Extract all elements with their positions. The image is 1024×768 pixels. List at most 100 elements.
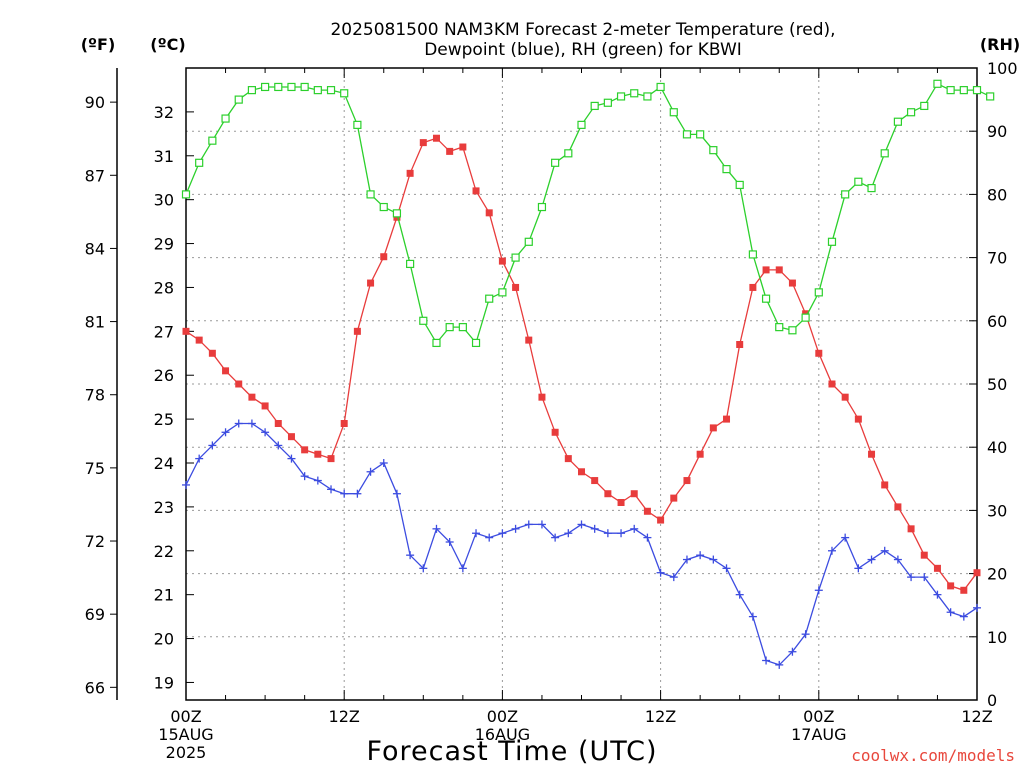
x-tick-label: 17AUG	[791, 725, 846, 744]
temperature-point	[630, 490, 638, 498]
celsius-tick-label: 22	[154, 542, 174, 561]
rh-point	[326, 86, 336, 95]
rh-point	[669, 108, 678, 117]
dewpoint-point	[775, 660, 784, 669]
celsius-tick-label: 21	[154, 586, 174, 605]
temperature-point	[446, 147, 454, 155]
rh-point	[247, 86, 257, 95]
dewpoint-point	[182, 480, 190, 489]
dewpoint-point	[406, 551, 415, 560]
rh-point	[445, 323, 454, 332]
rh-point	[933, 79, 942, 88]
rh-tick-label: 50	[987, 375, 1007, 394]
temperature-point	[406, 169, 414, 177]
celsius-tick-label: 23	[154, 498, 174, 517]
celsius-tick-label: 26	[154, 366, 174, 385]
x-tick-label: 2025	[166, 743, 207, 762]
dewpoint-point	[366, 467, 375, 476]
series-layer	[181, 79, 995, 669]
rh-point	[537, 202, 547, 212]
celsius-tick-label: 25	[154, 410, 174, 429]
dewpoint-point	[801, 630, 810, 639]
rh-point	[735, 180, 744, 190]
temperature-point	[920, 551, 928, 559]
rh-point	[946, 86, 955, 95]
temperature-point	[749, 283, 757, 291]
rh-point	[959, 86, 968, 95]
x-tick-label: 12Z	[329, 707, 360, 726]
fahrenheit-tick-label: 78	[85, 386, 105, 405]
temperature-point	[762, 266, 770, 274]
dewpoint-point	[313, 476, 322, 485]
x-tick-label: 00Z	[170, 707, 201, 726]
dewpoint-point	[854, 564, 863, 573]
dewpoint-point	[327, 485, 336, 494]
fahrenheit-tick-label: 69	[85, 605, 105, 624]
rh-point	[287, 82, 296, 92]
celsius-tick-label: 30	[154, 191, 174, 210]
x-tick-label: 12Z	[645, 707, 676, 726]
rh-point	[485, 294, 494, 303]
rh-point	[709, 146, 718, 155]
temperature-point	[287, 433, 295, 441]
rh-tick-label: 30	[987, 501, 1007, 520]
dewpoint-point	[300, 472, 309, 481]
rh-point	[340, 89, 349, 98]
temperature-point	[498, 257, 506, 265]
dewpoint-point	[564, 529, 573, 538]
dewpoint-point	[221, 428, 230, 437]
temperature-point	[340, 420, 348, 427]
temperature-point	[775, 266, 783, 274]
dewpoint-point	[907, 573, 916, 582]
rh-point	[392, 209, 402, 218]
dewpoint-point	[762, 656, 771, 665]
temperature-point	[195, 336, 203, 344]
rh-point	[511, 253, 520, 262]
dewpoint-point	[419, 564, 428, 573]
temperature-point	[723, 415, 731, 423]
rh-point	[551, 158, 560, 167]
rh-unit-label: (RH)	[980, 35, 1020, 54]
fahrenheit-unit-label: (ºF)	[81, 35, 116, 54]
temperature-point	[353, 327, 361, 335]
dewpoint-point	[234, 419, 243, 428]
dewpoint-point	[392, 489, 401, 498]
rh-point	[458, 323, 467, 332]
celsius-tick-label: 20	[154, 630, 174, 649]
dewpoint-point	[524, 520, 533, 529]
rh-point	[616, 92, 626, 101]
temperature-point	[380, 253, 388, 261]
temperature-point	[485, 209, 493, 217]
dewpoint-point	[261, 428, 270, 437]
fahrenheit-tick-label: 81	[85, 313, 105, 332]
dewpoint-point	[379, 459, 388, 467]
temperature-point	[564, 455, 572, 463]
temperature-point	[248, 393, 256, 401]
dewpoint-point	[208, 441, 217, 450]
dewpoint-point	[748, 612, 757, 621]
temperature-point	[459, 143, 467, 151]
rh-point	[827, 237, 837, 246]
temperature-point	[182, 327, 190, 335]
dewpoint-point	[643, 533, 652, 542]
rh-tick-label: 20	[987, 565, 1007, 584]
series-line-rh	[185, 82, 991, 345]
dewpoint-point	[933, 590, 942, 599]
chart-title-line-2: Dewpoint (blue), RH (green) for KBWI	[424, 40, 742, 60]
rh-point	[603, 98, 612, 107]
x-tick-label: 00Z	[487, 707, 518, 726]
axis-layer: 19 20 21 22 23 24 25 26 27 28 29 30 31 32 66 69 72 75 78 81…	[85, 59, 1018, 762]
x-tick-label: 16AUG	[475, 725, 530, 744]
rh-point	[643, 92, 652, 101]
rh-point	[524, 237, 533, 246]
x-tick-label: 15AUG	[158, 725, 213, 744]
x-tick-label: 00Z	[803, 707, 834, 726]
rh-point	[261, 82, 270, 92]
temperature-point	[578, 468, 585, 476]
temperature-point	[696, 450, 704, 458]
temperature-point	[736, 341, 744, 348]
dewpoint-point	[696, 551, 705, 560]
celsius-tick-label: 28	[154, 278, 174, 297]
fahrenheit-tick-label: 75	[85, 459, 105, 478]
dewpoint-point	[498, 529, 507, 538]
